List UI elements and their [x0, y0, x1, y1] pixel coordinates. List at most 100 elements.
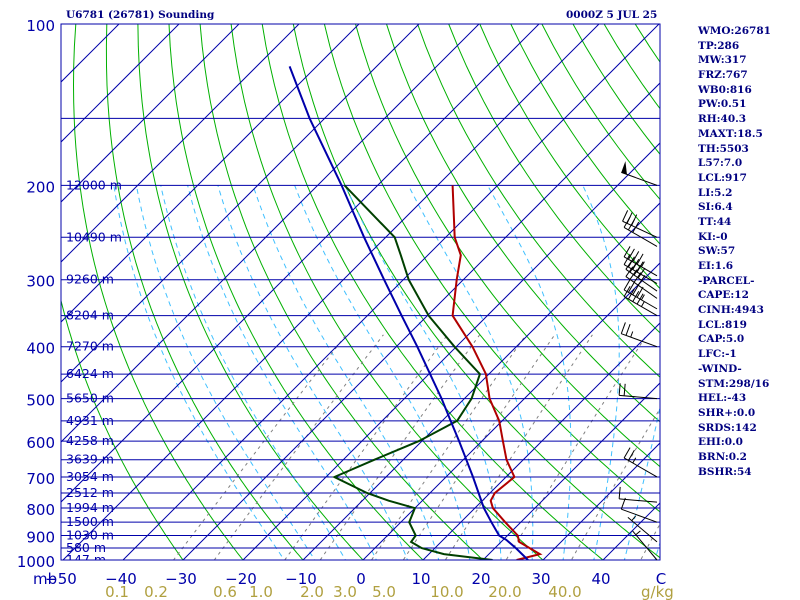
pressure-tick-label: 200 [26, 178, 55, 196]
isotherm [61, 24, 240, 203]
index-line: BRN:0.2 [698, 450, 747, 463]
temperature-tick-label: −10 [285, 570, 317, 588]
mixing-ratio-label: 40.0 [548, 583, 581, 600]
index-line: TT:44 [698, 215, 732, 228]
moist-adiabat [487, 185, 572, 560]
isotherm [422, 322, 660, 560]
height-label: 12000 m [66, 177, 122, 192]
mixing-ratio-label: 3.0 [333, 583, 357, 600]
pressure-unit-label: mb [33, 570, 57, 588]
mixing-ratio-line [444, 334, 593, 560]
height-label: 4931 m [66, 413, 114, 428]
mixing-ratio-label: 0.1 [105, 583, 129, 600]
height-label: 1500 m [66, 514, 114, 529]
mixing-ratio-label: 10.0 [430, 583, 463, 600]
dry-adiabat [448, 24, 660, 334]
dry-adiabat [323, 24, 660, 513]
pressure-tick-label: 100 [26, 17, 55, 35]
moist-adiabat [160, 185, 346, 560]
index-line: WMO:26781 [698, 25, 771, 37]
index-line: CAPE:12 [698, 289, 749, 302]
pressure-tick-label: 700 [26, 470, 55, 488]
wind-barb [618, 486, 658, 503]
mixing-ratio-line [570, 407, 660, 560]
chart-title: U6781 (26781) Sounding [66, 9, 215, 21]
dry-adiabat [199, 24, 484, 560]
dry-adiabat [72, 24, 244, 560]
isotherm [62, 24, 600, 560]
height-label: 1030 m [66, 527, 114, 542]
moist-adiabat [407, 185, 534, 560]
mixing-ratio-label: 5.0 [372, 583, 396, 600]
isotherm [302, 202, 660, 560]
mixing-ratio-label: 1.0 [249, 583, 273, 600]
index-line: EI:1.6 [698, 260, 734, 272]
index-line: CAP:5.0 [698, 333, 745, 346]
mixing-ratio-line [402, 334, 556, 560]
plot-area: 12000 m 10490 m 9260 m 8204 m 7270 m 6424 m 56… [61, 24, 660, 560]
isotherm [122, 24, 660, 560]
temperature-tick-label: −20 [225, 570, 257, 588]
pressure-tick-label: 500 [26, 392, 55, 410]
mixing-ratio-label: 2.0 [300, 583, 324, 600]
temperature-tick-label: 20 [471, 570, 490, 588]
dry-adiabat [417, 24, 660, 378]
mixing-ratio-line [505, 334, 648, 560]
height-label: 8204 m [66, 308, 114, 323]
height-label: 9260 m [66, 272, 114, 287]
temperature-tick-label: 30 [531, 570, 550, 588]
wind-barb [620, 497, 658, 523]
temperature-tick-label: 10 [411, 570, 430, 588]
index-line: KI:-0 [698, 230, 728, 243]
mixing-ratio-label: 0.6 [213, 583, 237, 600]
temperature-tick-label: −50 [45, 570, 77, 588]
pressure-tick-label: 600 [26, 434, 55, 452]
height-label: 4258 m [66, 433, 114, 448]
mixing-ratio-label: 0.2 [144, 583, 168, 600]
index-line: WB0:816 [698, 83, 752, 96]
pressure-tick-label: 900 [26, 528, 55, 546]
wind-barb [620, 322, 658, 348]
isotherm [242, 142, 660, 560]
isotherm [61, 24, 180, 143]
pressure-tick-label: 400 [26, 340, 55, 358]
isotherm [61, 24, 300, 263]
height-label: 7270 m [66, 339, 114, 354]
mixing-ratio-label: 20.0 [488, 583, 521, 600]
index-line: BSHR:54 [698, 465, 752, 478]
moist-adiabat [217, 185, 409, 560]
dry-adiabat [61, 298, 184, 560]
index-line: LCL:819 [698, 318, 747, 331]
index-line: -WIND- [698, 362, 742, 375]
temperature-profile [451, 185, 543, 560]
dry-adiabat [479, 24, 660, 290]
height-label: 10490 m [66, 229, 122, 244]
pressure-tick-label: 800 [26, 501, 55, 519]
index-line: LFC:-1 [698, 348, 737, 361]
plot-frame [60, 23, 661, 561]
parcel-profile [288, 66, 529, 560]
moist-adiabat [344, 185, 502, 560]
index-line: MW:317 [698, 54, 747, 67]
dry-adiabat [137, 24, 364, 560]
height-label: 580 m [66, 540, 106, 555]
index-line: SW:57 [698, 245, 736, 258]
dry-adiabat [105, 24, 304, 560]
wind-barb [627, 515, 658, 543]
wind-barb [623, 216, 658, 247]
pressure-tick-label: 300 [26, 273, 55, 291]
isotherm [61, 24, 420, 383]
temperature-tick-label: −40 [105, 570, 137, 588]
index-line: TH:5503 [698, 142, 749, 155]
temperature-tick-label: 40 [591, 570, 610, 588]
dry-adiabat [168, 24, 424, 560]
isotherm [482, 382, 660, 560]
index-line: FRZ:767 [698, 69, 748, 82]
index-line: LI:5.2 [698, 186, 733, 199]
index-line: MAXT:18.5 [698, 127, 763, 140]
index-line: TP:286 [698, 39, 740, 52]
index-line: HEL:-43 [698, 392, 747, 405]
wind-barb [632, 530, 658, 561]
wind-barb [623, 447, 658, 478]
